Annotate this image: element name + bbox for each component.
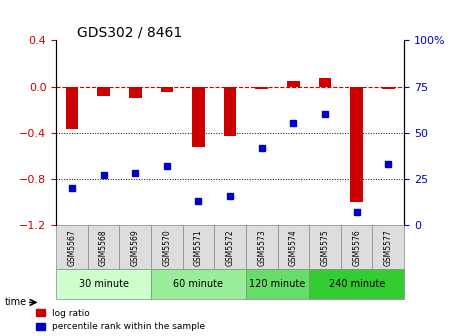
FancyBboxPatch shape xyxy=(151,225,183,269)
FancyBboxPatch shape xyxy=(88,225,119,269)
FancyBboxPatch shape xyxy=(56,225,88,269)
Text: GSM5567: GSM5567 xyxy=(67,229,76,266)
Text: GSM5576: GSM5576 xyxy=(352,229,361,266)
FancyBboxPatch shape xyxy=(246,225,277,269)
Text: GSM5574: GSM5574 xyxy=(289,229,298,266)
Bar xyxy=(160,86,173,92)
Bar xyxy=(382,86,395,89)
Bar xyxy=(129,86,141,98)
Text: 240 minute: 240 minute xyxy=(329,279,385,289)
FancyBboxPatch shape xyxy=(214,225,246,269)
Bar xyxy=(192,86,205,146)
FancyBboxPatch shape xyxy=(309,225,341,269)
FancyBboxPatch shape xyxy=(309,269,404,299)
FancyBboxPatch shape xyxy=(151,269,246,299)
Bar xyxy=(350,86,363,202)
Text: GSM5573: GSM5573 xyxy=(257,229,266,266)
Bar xyxy=(319,78,331,86)
Text: GDS302 / 8461: GDS302 / 8461 xyxy=(77,25,182,39)
Text: GSM5572: GSM5572 xyxy=(225,229,235,266)
Text: GSM5577: GSM5577 xyxy=(384,229,393,266)
Bar xyxy=(66,86,78,129)
Bar xyxy=(224,86,237,136)
Text: GSM5570: GSM5570 xyxy=(163,229,172,266)
FancyBboxPatch shape xyxy=(56,269,151,299)
FancyBboxPatch shape xyxy=(183,225,214,269)
Bar xyxy=(255,86,268,89)
Bar xyxy=(287,81,300,86)
Text: time: time xyxy=(4,297,26,307)
FancyBboxPatch shape xyxy=(341,225,373,269)
Text: 60 minute: 60 minute xyxy=(173,279,224,289)
Bar xyxy=(97,86,110,96)
FancyBboxPatch shape xyxy=(119,225,151,269)
FancyBboxPatch shape xyxy=(277,225,309,269)
Text: GSM5568: GSM5568 xyxy=(99,229,108,266)
FancyBboxPatch shape xyxy=(246,269,309,299)
FancyBboxPatch shape xyxy=(373,225,404,269)
Text: GSM5575: GSM5575 xyxy=(321,229,330,266)
Text: 120 minute: 120 minute xyxy=(250,279,306,289)
Text: GSM5569: GSM5569 xyxy=(131,229,140,266)
Text: 30 minute: 30 minute xyxy=(79,279,128,289)
Legend: log ratio, percentile rank within the sample: log ratio, percentile rank within the sa… xyxy=(36,309,205,332)
Text: GSM5571: GSM5571 xyxy=(194,229,203,266)
